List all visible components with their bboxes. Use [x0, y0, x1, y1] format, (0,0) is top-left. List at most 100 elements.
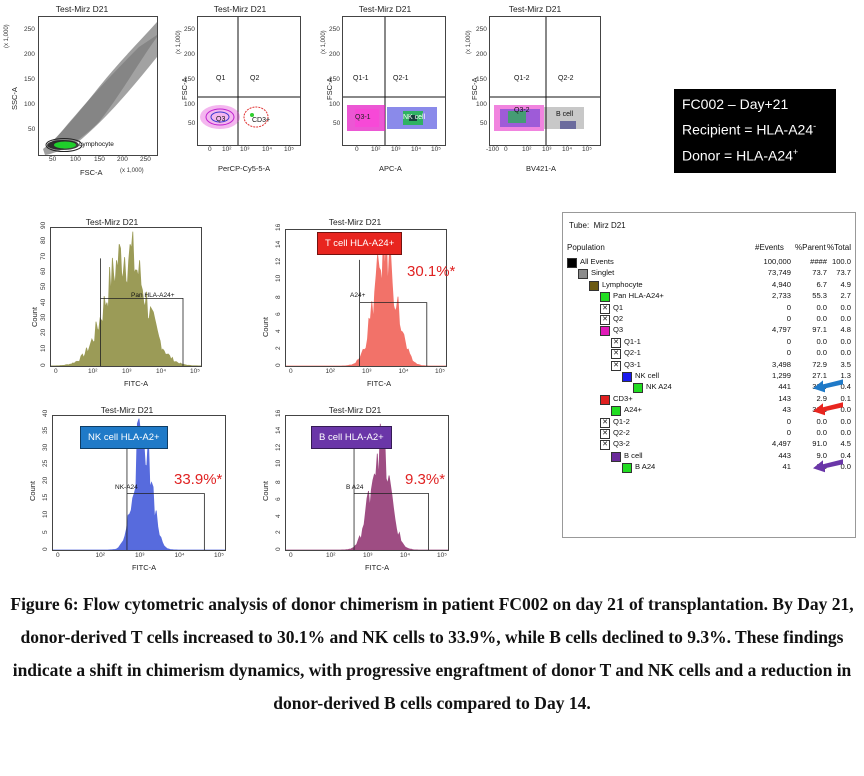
col-events: #Events [755, 243, 784, 252]
table-row[interactable]: NK cell 1,299 27.1 1.3 [563, 371, 855, 382]
dotplot-fsc-ssc: Test-Mirz D21 (x 1,000) SSC-A 250 200 15… [2, 4, 162, 182]
table-row[interactable]: A24+ 43 30.1 0.0 [563, 405, 855, 417]
percent-total: 0.0 [840, 428, 851, 437]
y-tick: 10 [275, 274, 282, 282]
gate-label-b-cell: B cell [556, 111, 574, 118]
percent-label: 9.3%* [405, 471, 446, 488]
gate-label-q2-2: Q2-2 [558, 75, 574, 82]
gate-label-q2-1: Q2-1 [393, 75, 409, 82]
percent-total: 0.0 [840, 302, 851, 312]
quadrant-gate-icon: ✕ [611, 360, 621, 371]
gate-color-swatch [622, 372, 632, 382]
table-row[interactable]: Lymphocyte 4,940 6.7 4.9 [563, 279, 855, 291]
percent-total: 0.1 [840, 393, 851, 403]
events-count: 0 [786, 336, 791, 346]
population-badge: B cell HLA-A2+ [311, 426, 392, 449]
events-count: 143 [778, 393, 791, 403]
gate-bracket [126, 445, 205, 550]
y-tick: 90 [40, 221, 47, 229]
x-axis-label: FITC-A [365, 563, 390, 572]
y-tick: 0 [275, 363, 282, 367]
x-tick: 10⁴ [174, 552, 185, 559]
y-unit: (x 1,000) [4, 24, 10, 48]
plot-area: Q1-1 Q2-1 Q3-1 NK cell [342, 16, 446, 146]
y-tick: 12 [275, 443, 282, 451]
quadrant-gate-icon: ✕ [611, 349, 621, 360]
histogram-bars [53, 418, 225, 550]
quadrant-plot [490, 17, 600, 145]
events-count: 43 [782, 405, 791, 415]
x-tick: 10⁵ [284, 146, 294, 153]
table-row[interactable]: ✕ Q1-1 0 0.0 0.0 [563, 336, 855, 348]
events-count: 100,000 [763, 257, 791, 266]
y-tick: 4 [275, 329, 282, 333]
table-row[interactable]: CD3+ 143 2.9 0.1 [563, 393, 855, 405]
quadrant-plot [343, 17, 445, 145]
percent-parent: 33.9 [812, 382, 827, 392]
percent-total: 1.3 [840, 371, 851, 380]
table-row[interactable]: ✕ Q2 0 0.0 0.0 [563, 314, 855, 325]
percent-total: 0.0 [840, 405, 851, 415]
y-tick: 60 [40, 267, 47, 275]
x-tick: 10² [95, 552, 105, 559]
table-row[interactable]: ✕ Q2-1 0 0.0 0.0 [563, 348, 855, 360]
x-tick: 10⁵ [437, 552, 447, 559]
dotplot-apc-fsc: Test-Mirz D21 (x 1,000) FSC-A 250 200 15… [315, 4, 455, 182]
y-tick: 50 [188, 120, 196, 127]
events-count: 73,749 [767, 268, 791, 278]
quadrant-gate-icon: ✕ [600, 315, 610, 325]
y-tick: 150 [24, 76, 35, 83]
y-tick: 8 [275, 295, 282, 299]
quadrant-gate-icon: ✕ [611, 337, 621, 348]
gate-label-q2: Q2 [250, 75, 260, 82]
table-row[interactable]: Pan HLA-A24+ 2,733 55.3 2.7 [563, 291, 855, 303]
table-row[interactable]: All Events 100,000 #### 100.0 [563, 257, 855, 268]
table-row[interactable]: Q3 4,797 97.1 4.8 [563, 325, 855, 337]
population-name: CD3+ [613, 393, 633, 403]
plot-area: Q1 Q2 Q3 CD3+ [197, 16, 301, 146]
x-tick: 10⁵ [190, 368, 200, 375]
gate-label-q1: Q1 [216, 75, 226, 82]
histogram-distribution [286, 232, 446, 366]
table-row[interactable]: ✕ Q3-1 3,498 72.9 3.5 [563, 360, 855, 371]
histogram-distribution [53, 418, 225, 550]
table-row[interactable]: B A24 41 9.3 0.0 [563, 462, 855, 474]
x-tick: 10⁴ [262, 146, 273, 153]
y-tick: 150 [184, 76, 195, 83]
y-tick: 150 [329, 76, 340, 83]
y-tick: 70 [40, 252, 47, 260]
table-row[interactable]: ✕ Q1 0 0.0 0.0 [563, 302, 855, 314]
histogram-bars [286, 232, 446, 366]
info-line-1: FC002 – Day+21 [682, 96, 789, 112]
gate-label: A24+ [350, 292, 366, 299]
table-row[interactable]: Singlet 73,749 73.7 73.7 [563, 268, 855, 280]
table-row[interactable]: ✕ Q1-2 0 0.0 0.0 [563, 417, 855, 428]
population-name: Pan HLA-A24+ [613, 291, 664, 301]
x-tick: 10³ [362, 368, 372, 375]
x-tick: 0 [56, 552, 60, 559]
gate-label: NK-A24 [115, 484, 138, 491]
table-row[interactable]: ✕ Q3-2 4,497 91.0 4.5 [563, 439, 855, 451]
y-tick: 80 [40, 237, 47, 245]
y-tick: 4 [275, 513, 282, 518]
percent-parent: 6.7 [816, 279, 827, 289]
x-tick: 10³ [391, 146, 401, 153]
table-row[interactable]: ✕ Q2-2 0 0.0 0.0 [563, 428, 855, 439]
population-name: Q2 [613, 314, 624, 323]
table-row[interactable]: NK A24 441 33.9 0.4 [563, 382, 855, 394]
population-name: All Events [580, 257, 614, 266]
patient-info-box: FC002 – Day+21 Recipient = HLA-A24- Dono… [674, 89, 836, 173]
gate-label-q3: Q3 [216, 116, 226, 123]
x-tick: 10³ [240, 146, 250, 153]
percent-parent: 0.0 [816, 302, 827, 312]
histogram-distribution [286, 423, 448, 550]
events-count: 0 [786, 302, 791, 312]
gate-label-cd3: CD3+ [252, 117, 271, 124]
y-tick: 50 [40, 283, 47, 291]
x-tick: 150 [94, 156, 105, 163]
table-row[interactable]: B cell 443 9.0 0.4 [563, 450, 855, 462]
population-name: Q1 [613, 302, 624, 312]
population-name: Singlet [591, 268, 615, 278]
percent-total: 0.4 [840, 450, 851, 460]
x-axis-label: FITC-A [124, 379, 149, 388]
